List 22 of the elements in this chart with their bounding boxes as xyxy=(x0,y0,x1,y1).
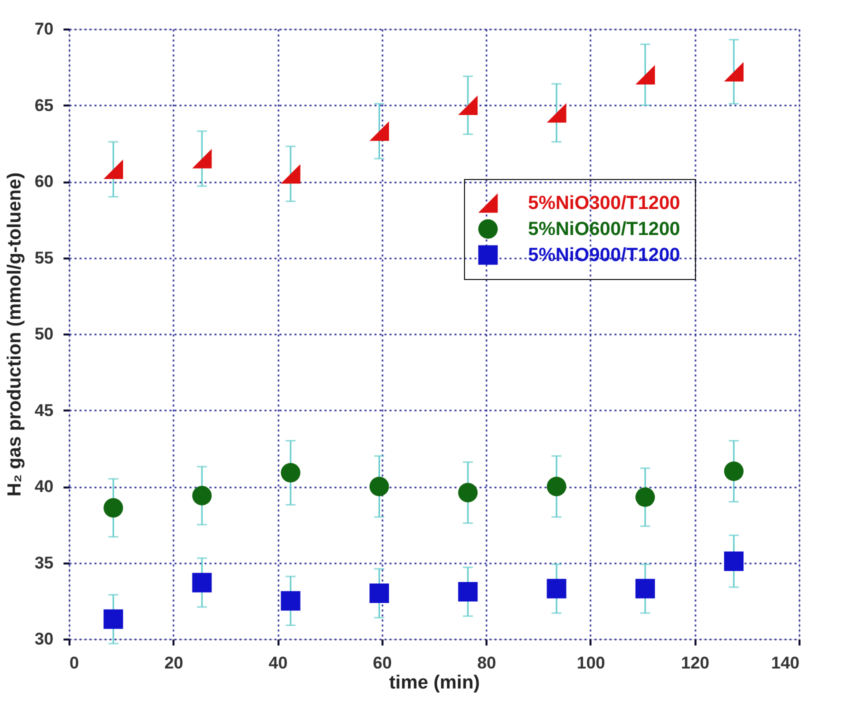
x-tick-label: 120 xyxy=(681,654,710,672)
x-tick-label: 40 xyxy=(268,654,288,672)
y-tick-label: 45 xyxy=(34,400,54,420)
y-axis-title: H₂ gas production (mmol/g-toluene) xyxy=(4,172,26,497)
y-tick-label: 60 xyxy=(34,172,54,191)
legend-label: 5%NiO300/T1200 xyxy=(528,193,680,214)
y-tick-label: 55 xyxy=(34,248,54,268)
y-tick-label: 65 xyxy=(34,96,54,115)
x-tick-label: 80 xyxy=(477,654,496,672)
y-tick-label: 35 xyxy=(34,553,54,572)
y-tick-label: 30 xyxy=(34,630,54,648)
y-tick-label: 40 xyxy=(34,477,54,496)
legend-label: 5%NiO600/T1200 xyxy=(528,219,680,240)
x-tick-label: 140 xyxy=(771,654,800,672)
x-tick-label: 60 xyxy=(372,654,392,672)
y-tick-label: 70 xyxy=(34,20,54,38)
y-tick-label: 50 xyxy=(34,324,54,344)
x-tick-label: 0 xyxy=(70,654,79,672)
x-tick-label: 20 xyxy=(164,654,184,672)
x-axis-title: time (min) xyxy=(389,672,480,694)
legend-label: 5%NiO900/T1200 xyxy=(528,245,680,266)
x-tick-label: 100 xyxy=(576,654,606,672)
